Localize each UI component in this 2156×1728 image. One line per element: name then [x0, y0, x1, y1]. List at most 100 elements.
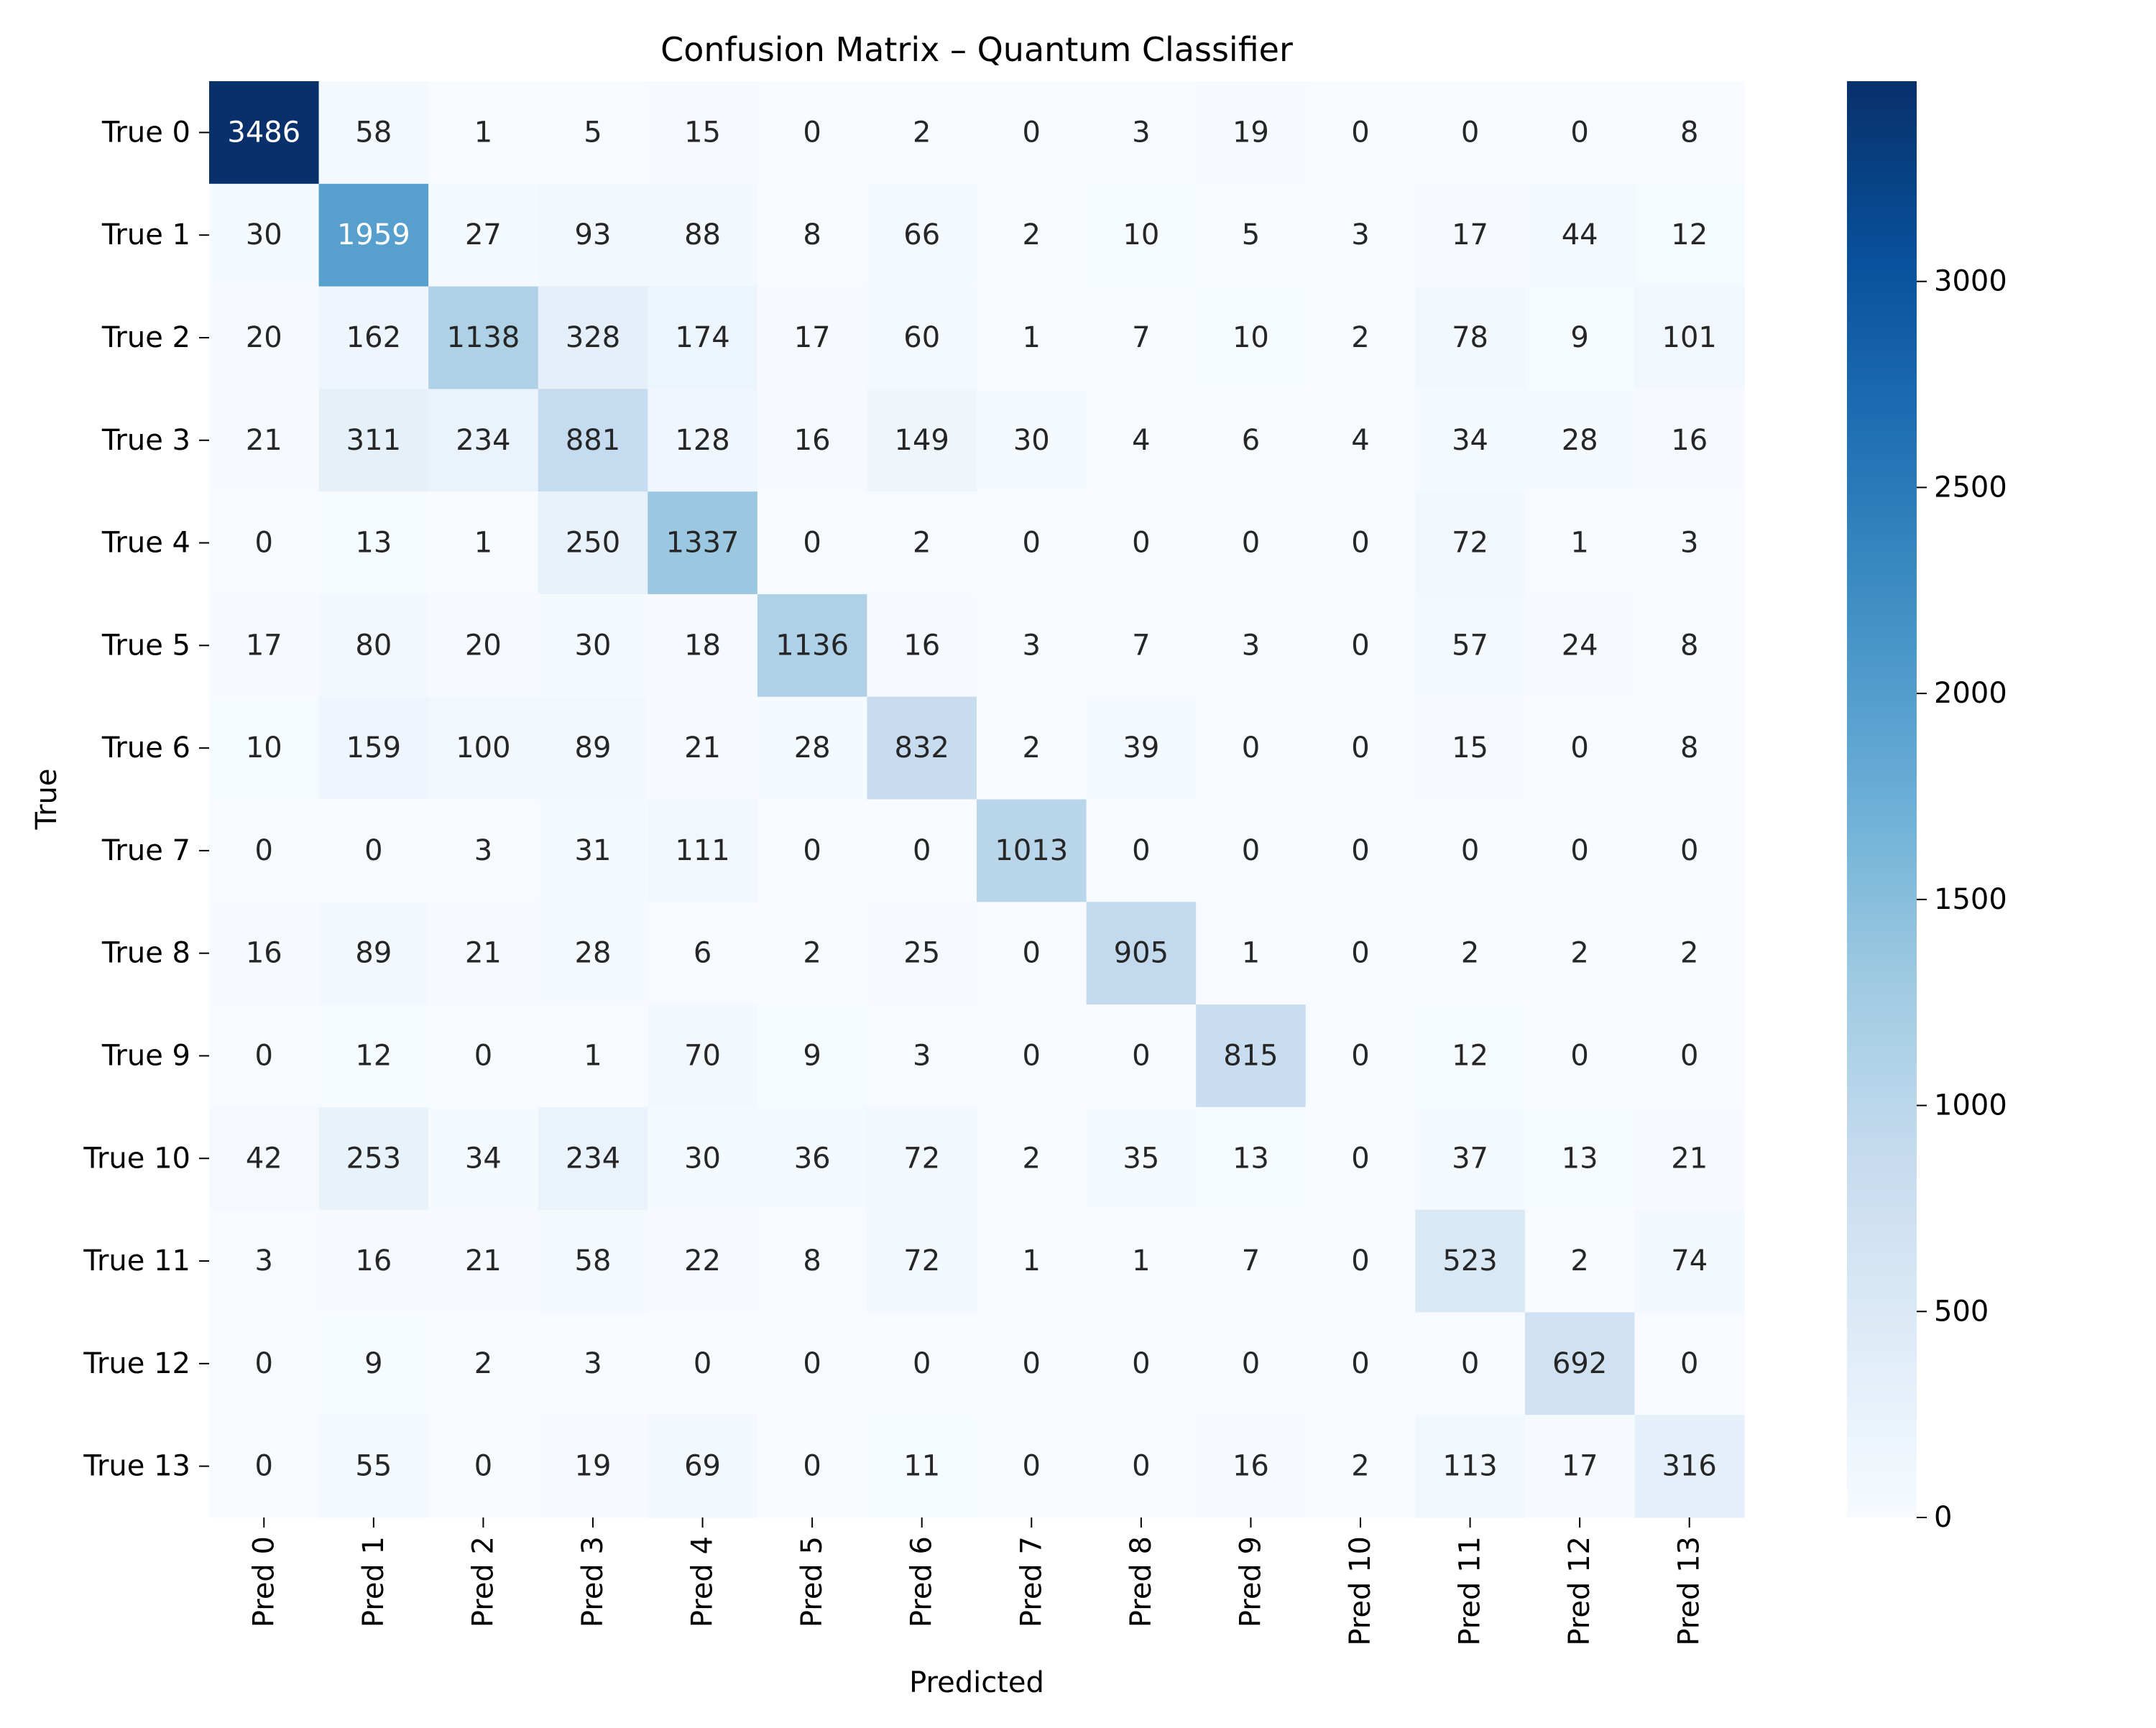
cell-value-label: 24 [1562, 629, 1598, 662]
cell-value-label: 1337 [666, 527, 740, 560]
heatmap-cell [1305, 183, 1416, 287]
cell-value-label: 2 [1351, 321, 1369, 354]
heatmap-cell [318, 799, 429, 902]
cell-value-label: 0 [1023, 1347, 1041, 1380]
cell-value-label: 21 [465, 937, 502, 970]
cell-value-label: 0 [1680, 1039, 1698, 1072]
cell-value-label: 2 [474, 1347, 492, 1380]
colorbar-tick-label: 0 [1934, 1501, 1952, 1534]
cell-value-label: 3 [1132, 116, 1150, 149]
cell-value-label: 44 [1562, 218, 1598, 251]
heatmap-cell [1196, 389, 1307, 492]
heatmap-cell [977, 902, 1087, 1005]
cell-value-label: 0 [1351, 834, 1369, 867]
heatmap-cell [318, 1209, 429, 1313]
x-tick-label: Pred 11 [1454, 1536, 1487, 1646]
cell-value-label: 0 [1570, 731, 1588, 764]
cell-value-label: 0 [913, 1347, 931, 1380]
heatmap-cell-labels: 3486 58 1 5 15 0 2 0 3 19 0 0 0 830 1959 27 93 88 8 66 2 10 5 3… [227, 116, 1717, 1482]
heatmap-cell [209, 389, 320, 492]
cell-value-label: 0 [1351, 116, 1369, 149]
heatmap-cell [1634, 1004, 1745, 1108]
heatmap-cell [1196, 1004, 1307, 1108]
heatmap-cell [538, 389, 648, 492]
cell-value-label: 328 [566, 321, 620, 354]
heatmap-cell [1524, 1209, 1636, 1313]
cell-value-label: 159 [346, 731, 401, 764]
cell-value-label: 0 [1023, 116, 1041, 149]
heatmap-cell [1634, 902, 1745, 1005]
cell-value-label: 2 [1461, 937, 1479, 970]
heatmap-cell [318, 81, 429, 185]
x-tick-label: Pred 1 [357, 1536, 390, 1627]
cell-value-label: 16 [246, 937, 282, 970]
heatmap-cell [538, 696, 648, 800]
cell-value-label: 12 [355, 1039, 392, 1072]
y-tick-label: True 6 [101, 731, 190, 764]
cell-value-label: 30 [684, 1142, 721, 1175]
heatmap-cell [1415, 1106, 1526, 1211]
cell-value-label: 13 [1562, 1142, 1598, 1175]
heatmap-cell [1415, 1415, 1526, 1518]
cell-value-label: 16 [1233, 1450, 1269, 1483]
colorbar-gradient [1847, 81, 1917, 1517]
cell-value-label: 3486 [227, 116, 300, 149]
cell-value-label: 234 [456, 424, 510, 457]
cell-value-label: 34 [1452, 424, 1488, 457]
heatmap-cell [1305, 902, 1416, 1005]
cell-value-label: 3 [474, 834, 492, 867]
heatmap-cell [1196, 286, 1307, 389]
heatmap-cell [977, 1209, 1087, 1313]
heatmap-cell [867, 491, 977, 595]
x-tick-label: Pred 2 [466, 1536, 499, 1627]
heatmap-cell [538, 799, 648, 902]
heatmap-cell [1086, 1106, 1197, 1211]
cell-value-label: 1 [1132, 1244, 1150, 1277]
heatmap-cell [977, 183, 1087, 287]
heatmap-cell [1196, 1415, 1307, 1518]
cell-value-label: 3 [1680, 527, 1698, 560]
heatmap-cell [757, 1106, 868, 1211]
heatmap-cell [757, 1415, 868, 1518]
heatmap-cell [867, 1106, 977, 1211]
cell-value-label: 21 [465, 1244, 502, 1277]
cell-value-label: 58 [355, 116, 392, 149]
y-tick-label: True 4 [101, 527, 190, 560]
cell-value-label: 2 [803, 937, 821, 970]
heatmap-cell [209, 799, 320, 902]
cell-value-label: 0 [1351, 1347, 1369, 1380]
cell-value-label: 7 [1132, 321, 1150, 354]
heatmap-cell [209, 696, 320, 800]
cell-value-label: 8 [1680, 731, 1698, 764]
cell-value-label: 8 [803, 218, 821, 251]
cell-value-label: 28 [1562, 424, 1598, 457]
heatmap-cell [318, 183, 429, 287]
heatmap-cell [1086, 1415, 1197, 1518]
cell-value-label: 89 [575, 731, 612, 764]
heatmap-cell [1415, 902, 1526, 1005]
heatmap-cell [428, 1209, 539, 1313]
colorbar-tick-label: 1500 [1934, 883, 2007, 916]
heatmap-cell [648, 286, 758, 389]
cell-value-label: 3 [1242, 629, 1260, 662]
heatmap-cell [428, 799, 539, 902]
cell-value-label: 28 [794, 731, 831, 764]
cell-value-label: 16 [903, 629, 940, 662]
cell-value-label: 0 [803, 1450, 821, 1483]
cell-value-label: 5 [584, 116, 602, 149]
cell-value-label: 250 [566, 527, 620, 560]
cell-value-label: 0 [1132, 1039, 1150, 1072]
heatmap-cell [1415, 799, 1526, 902]
heatmap-cell [1415, 389, 1526, 492]
cell-value-label: 0 [694, 1347, 711, 1380]
chart-title: Confusion Matrix – Quantum Classifier [660, 30, 1293, 69]
heatmap-cell [1305, 1106, 1416, 1211]
y-tick-label: True 9 [101, 1039, 190, 1072]
cell-value-label: 69 [684, 1450, 721, 1483]
cell-value-label: 21 [246, 424, 282, 457]
cell-value-label: 10 [1233, 321, 1269, 354]
heatmap-cell [1305, 696, 1416, 800]
cell-value-label: 0 [1242, 527, 1260, 560]
cell-value-label: 58 [575, 1244, 612, 1277]
